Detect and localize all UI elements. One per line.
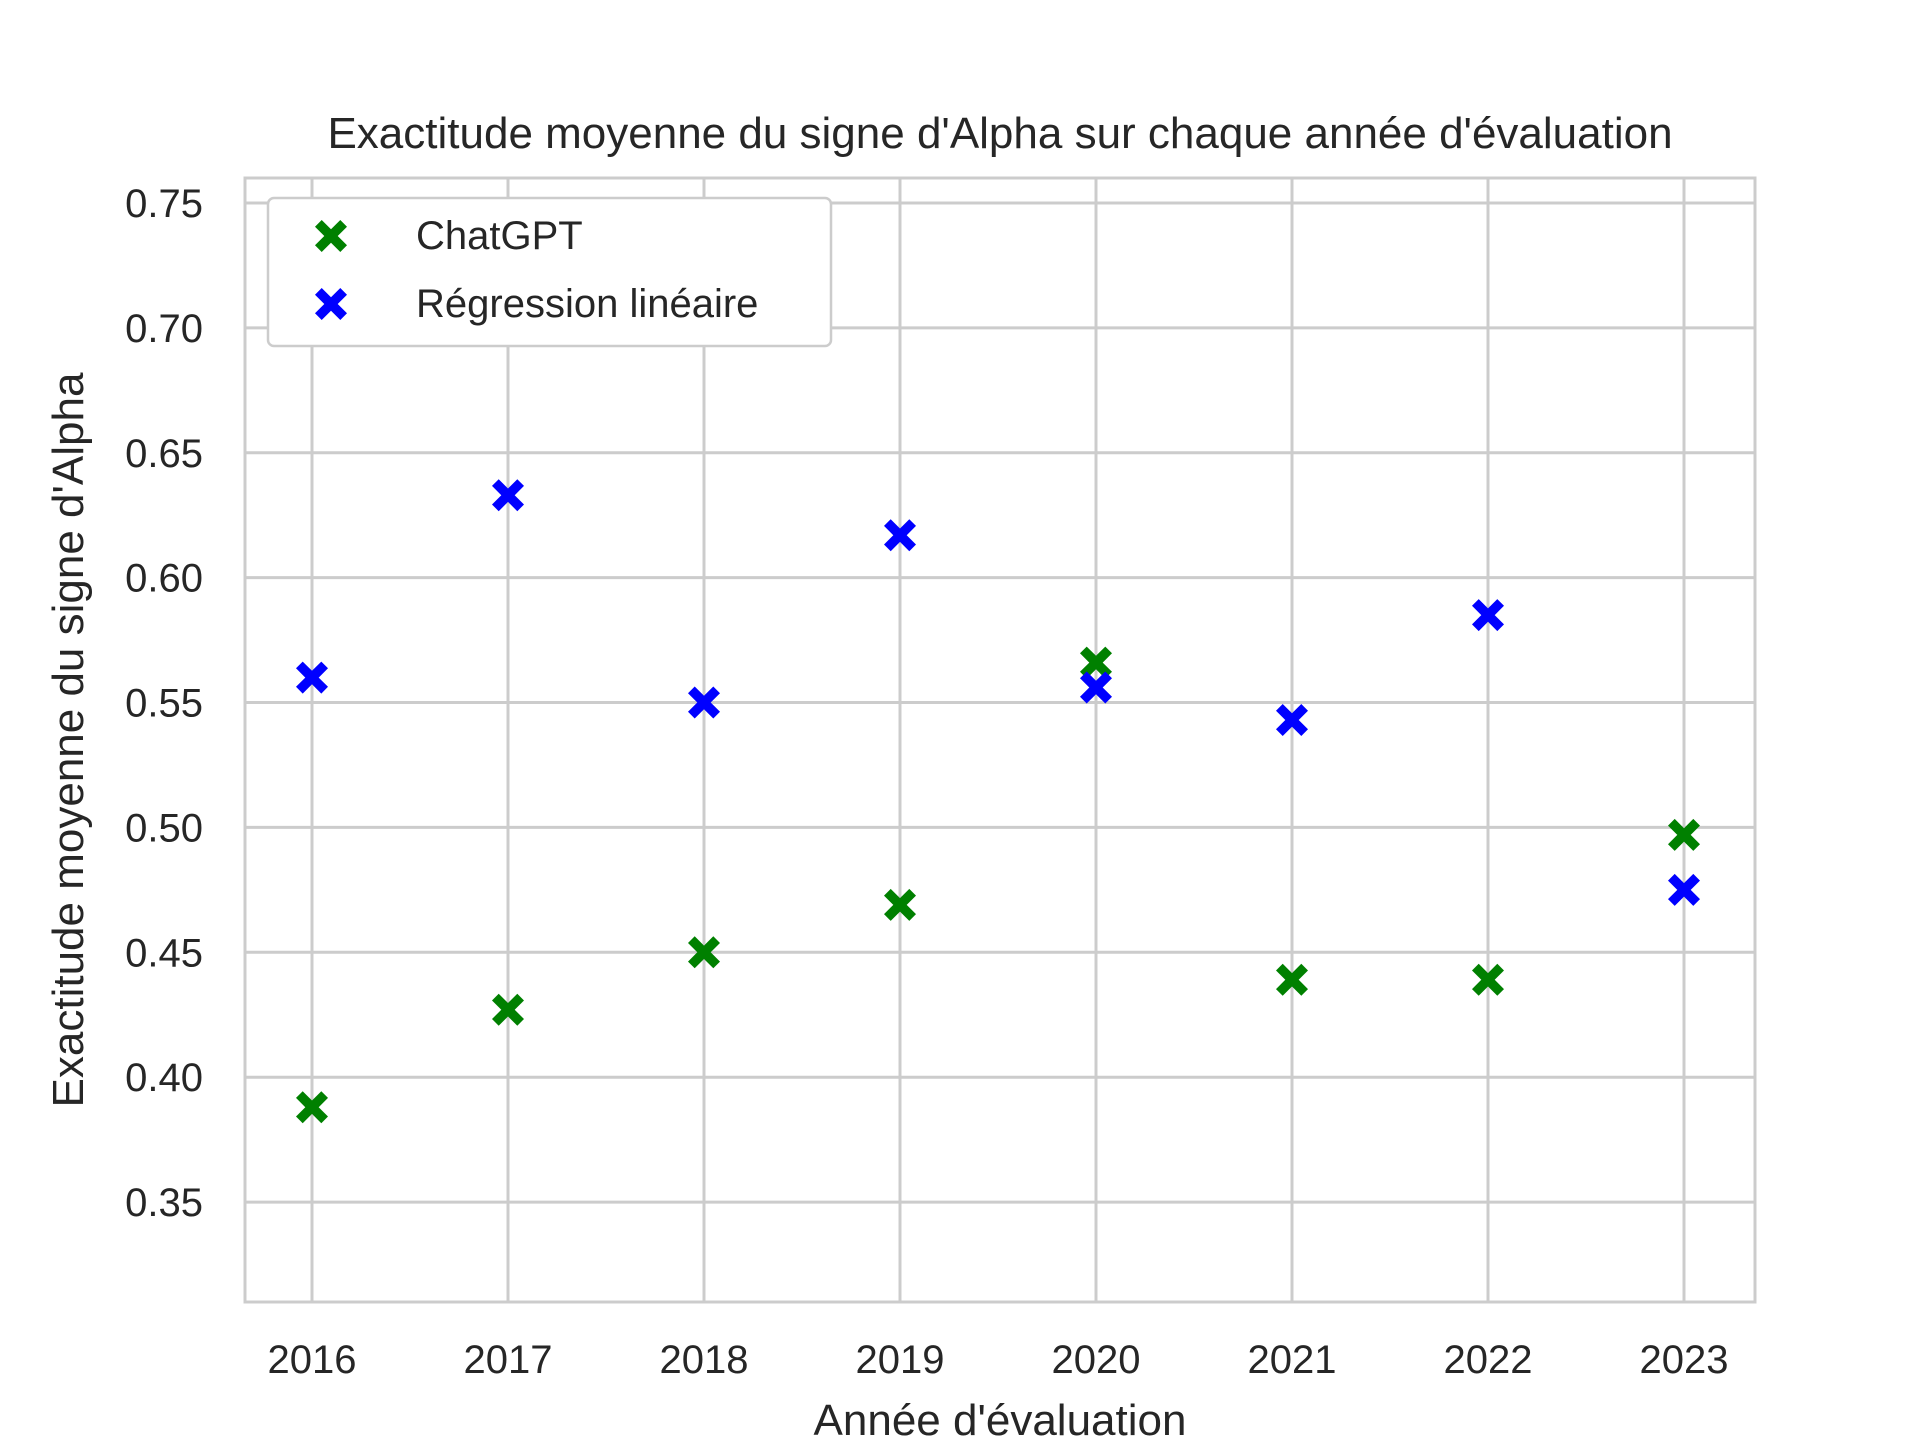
- data-point-regression: [1668, 873, 1700, 906]
- data-point-chatgpt: [296, 1091, 328, 1124]
- x-tick-label: 2020: [1052, 1338, 1141, 1382]
- data-point-regression: [1080, 671, 1112, 704]
- y-tick-label: 0.50: [125, 806, 203, 850]
- x-tick-label: 2021: [1248, 1338, 1337, 1382]
- data-point-chatgpt: [1668, 818, 1700, 851]
- x-tick-label: 2023: [1640, 1338, 1729, 1382]
- legend-label-regression: Régression linéaire: [416, 282, 758, 326]
- data-point-regression: [296, 661, 328, 694]
- y-tick-label: 0.75: [125, 182, 203, 226]
- legend-box: [266, 196, 833, 348]
- y-tick-label: 0.40: [125, 1056, 203, 1100]
- x-axis-ticks: 2016 2017 2018 2019 2020 2021 2022 2023: [268, 1338, 1729, 1382]
- data-point-regression: [492, 479, 524, 512]
- y-tick-label: 0.35: [125, 1181, 203, 1225]
- data-point-chatgpt: [1080, 646, 1112, 679]
- y-axis-ticks: 0.35 0.40 0.45 0.50 0.55 0.60 0.65 0.70 0.75: [125, 182, 203, 1225]
- legend: ChatGPT Régression linéaire: [266, 196, 833, 348]
- data-point-chatgpt: [884, 888, 916, 921]
- data-point-regression: [1276, 704, 1308, 736]
- x-tick-label: 2017: [464, 1338, 553, 1382]
- data-points: [296, 479, 1700, 1124]
- chart-title: Exactitude moyenne du signe d'Alpha sur …: [327, 109, 1672, 158]
- x-axis-label: Année d'évaluation: [814, 1396, 1187, 1440]
- y-tick-label: 0.65: [125, 432, 203, 476]
- y-axis-label: Exactitude moyenne du signe d'Alpha: [44, 372, 93, 1107]
- grid-lines: [245, 178, 1755, 1302]
- data-point-regression: [1472, 599, 1504, 632]
- x-tick-label: 2018: [660, 1338, 749, 1382]
- data-point-chatgpt: [492, 993, 524, 1026]
- plot-frame: [243, 176, 1757, 1304]
- x-tick-label: 2016: [268, 1338, 357, 1382]
- legend-label-chatgpt: ChatGPT: [416, 214, 583, 258]
- x-tick-label: 2019: [856, 1338, 945, 1382]
- data-point-regression: [688, 686, 720, 719]
- x-tick-label: 2022: [1444, 1338, 1533, 1382]
- legend-marker-chatgpt: [315, 220, 347, 252]
- data-point-regression: [884, 519, 916, 552]
- y-tick-label: 0.60: [125, 557, 203, 601]
- data-point-chatgpt: [1472, 963, 1504, 996]
- data-point-chatgpt: [688, 936, 720, 969]
- legend-marker-regression: [315, 288, 347, 320]
- y-tick-label: 0.55: [125, 682, 203, 726]
- data-point-chatgpt: [1276, 963, 1308, 996]
- y-tick-label: 0.70: [125, 307, 203, 351]
- y-tick-label: 0.45: [125, 931, 203, 975]
